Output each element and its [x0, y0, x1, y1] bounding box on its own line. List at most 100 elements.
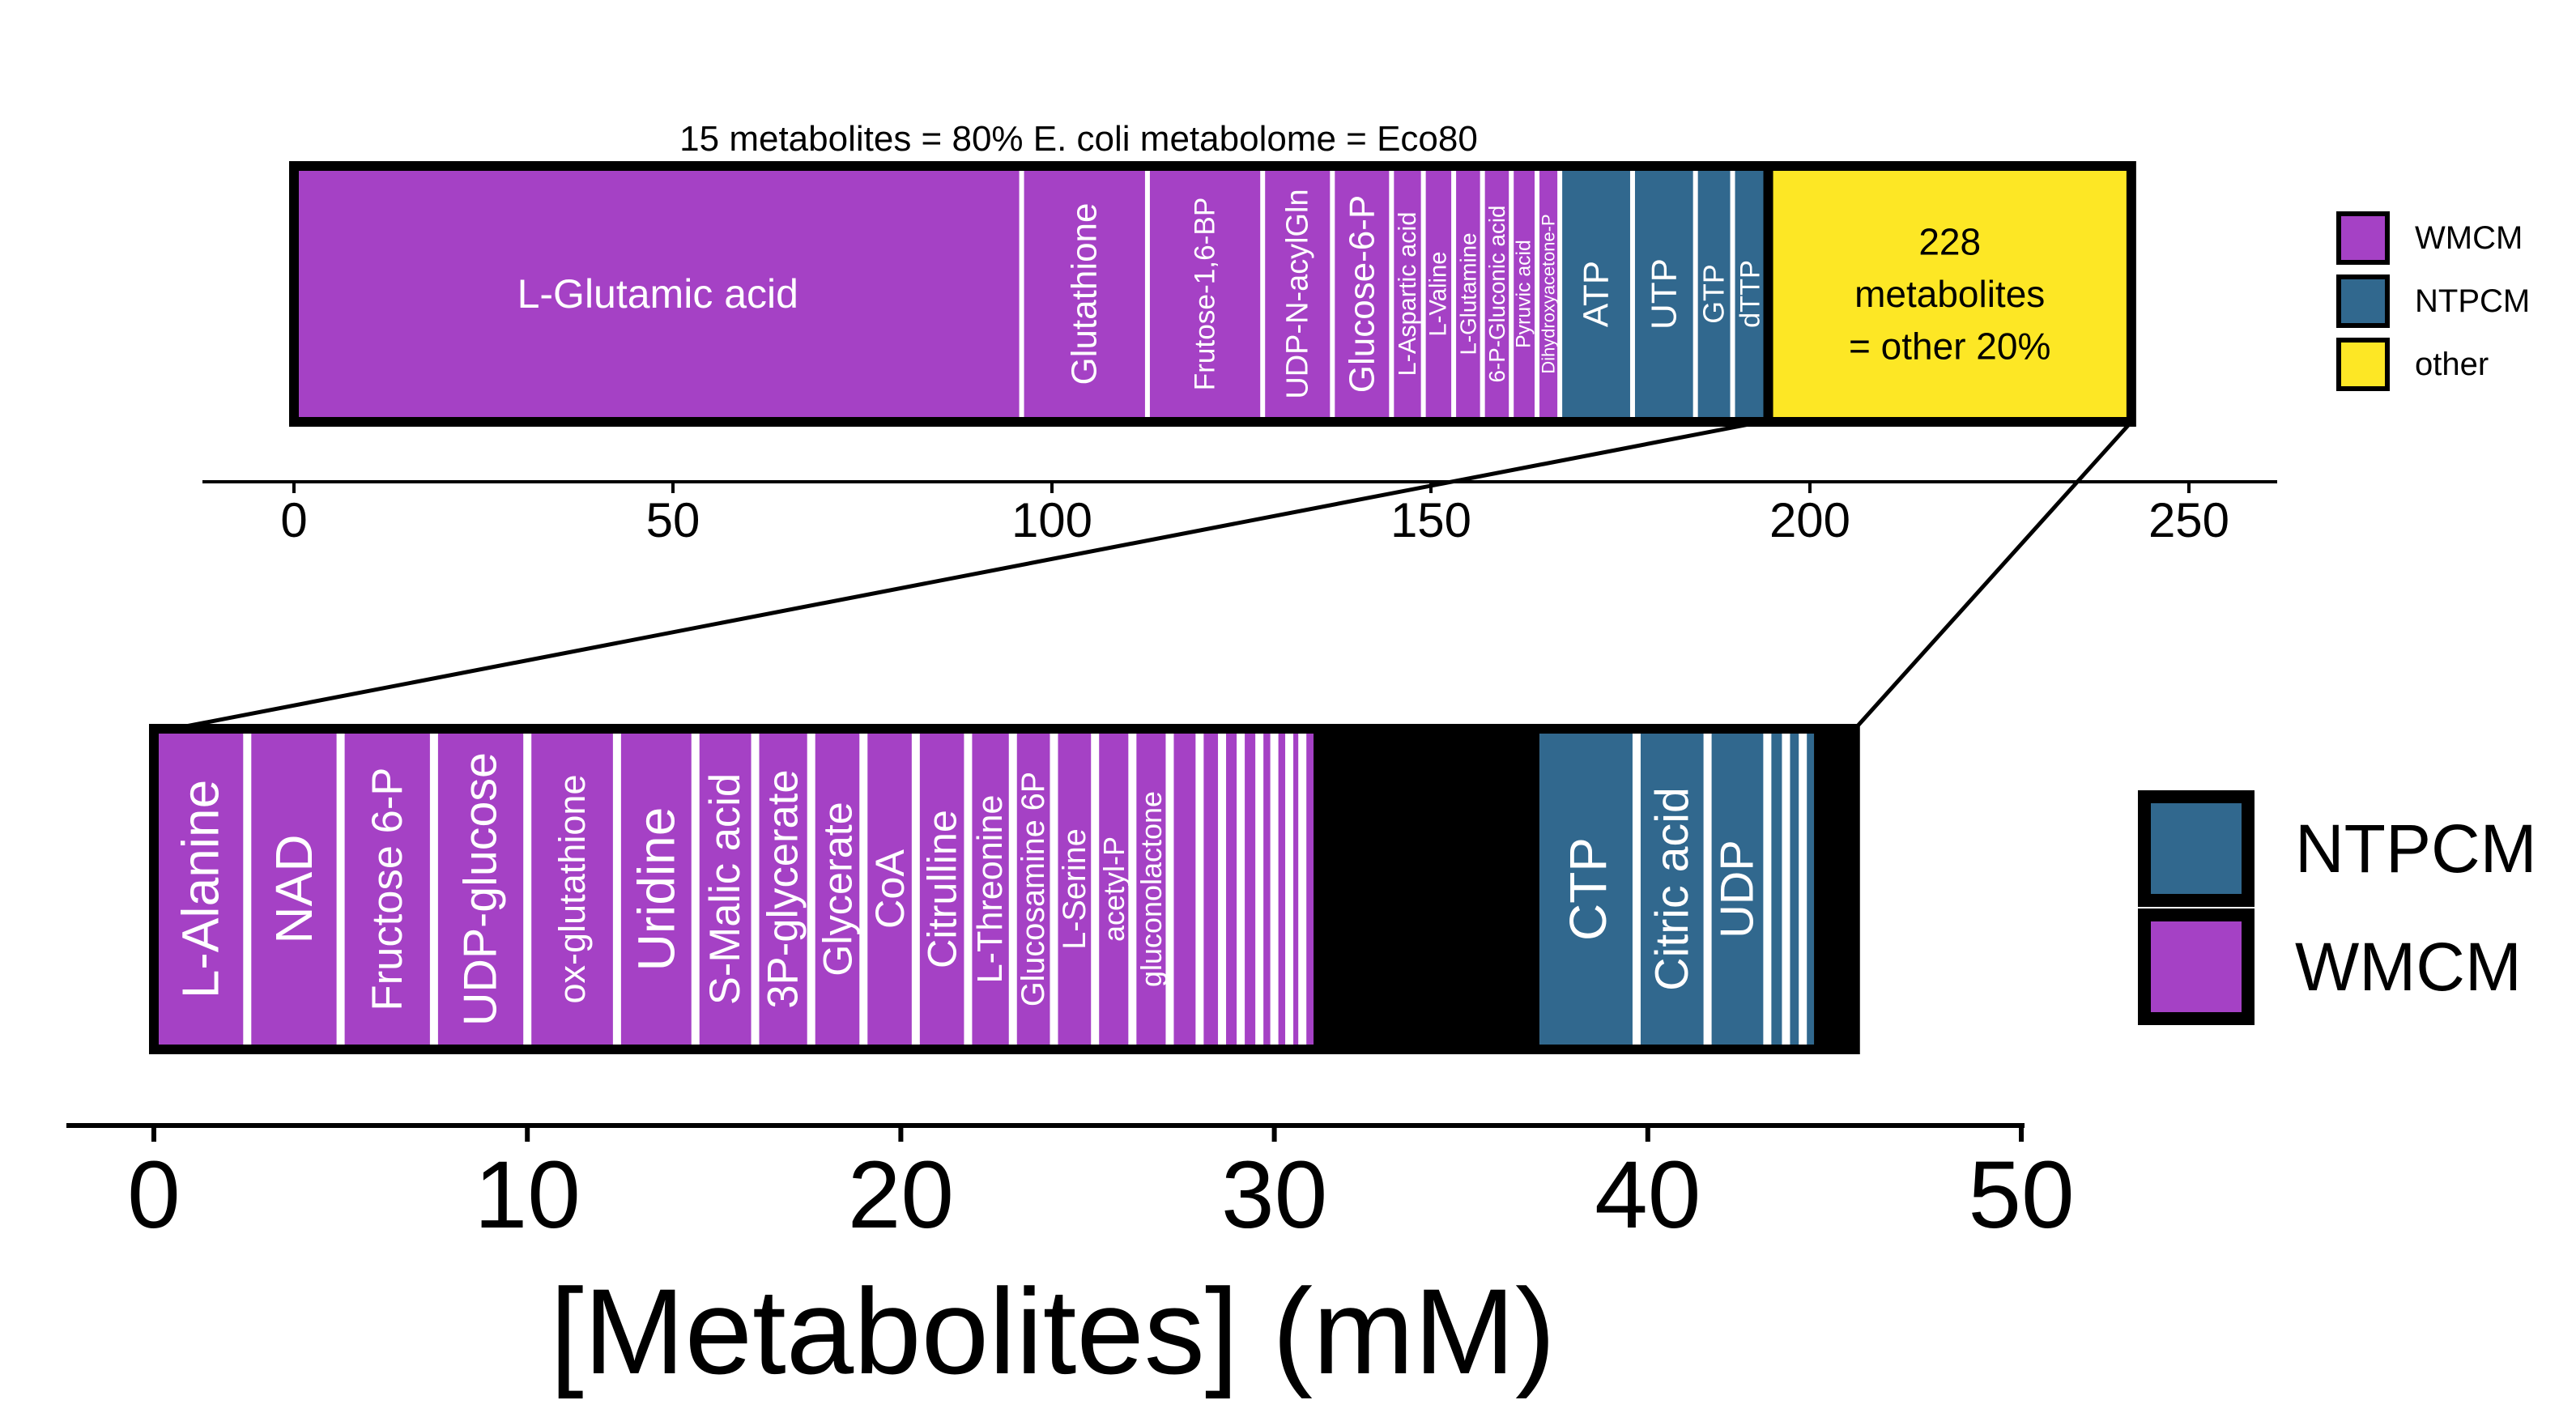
bottom-chart: L-Alanine NAD Fructose 6-P UDP-glucose ox-gl… — [66, 724, 2537, 1249]
x-tick-label: 150 — [1390, 493, 1471, 547]
bar-segment-glutathione — [1021, 166, 1147, 422]
bar-segment-l-glutamic-acid — [294, 166, 1022, 422]
bar-segment-6-p-gluconic-acid — [1482, 166, 1512, 422]
bar-segment-gluconolactone — [1132, 729, 1170, 1049]
bar-segment-coa — [863, 729, 916, 1049]
bar-segment-gtp — [1695, 166, 1733, 422]
segment-label-citric-acid: Citric acid — [1646, 787, 1698, 991]
segment-label-l-aspartic-acid: L-Aspartic acid — [1394, 212, 1421, 377]
segment-label-6-p-gluconic-acid: 6-P-Gluconic acid — [1484, 206, 1509, 383]
bar-segment-1-31 — [1814, 729, 1855, 1049]
segment-label-acetyl-p: acetyl-P — [1097, 836, 1130, 942]
x-tick-label: 20 — [848, 1142, 954, 1249]
bar-segment-l-serine — [1054, 729, 1096, 1049]
bar-segment-dihydroxyacetone-p — [1537, 166, 1561, 422]
x-tick-label: 0 — [280, 493, 307, 547]
bar-segment-glycerate — [811, 729, 864, 1049]
segment-label-s-malic-acid: S-Malic acid — [701, 773, 749, 1005]
bar-segment-s-malic-acid — [695, 729, 756, 1049]
top-chart: L-Glutamic acid Glutathione Frutose-1,6-BP… — [202, 161, 2530, 547]
x-tick-label: 30 — [1221, 1142, 1327, 1249]
legend-label-wmcm: WMCM — [2295, 929, 2522, 1005]
bar-segment-228-metabolites-other-20 — [1768, 166, 2131, 422]
legend-swatch-ntpcm — [2138, 790, 2255, 907]
segment-label-pyruvic-acid: Pyruvic acid — [1514, 240, 1535, 348]
segment-label-l-glutamine: L-Glutamine — [1455, 232, 1480, 355]
bar-segment-l-aspartic-acid — [1391, 166, 1424, 422]
bar-segment-ctp — [1539, 729, 1637, 1049]
segment-label-ctp: CTP — [1559, 837, 1617, 941]
bar-segment-atp — [1560, 166, 1633, 422]
x-tick-label: 100 — [1011, 493, 1092, 547]
segment-label-nad: NAD — [265, 834, 323, 943]
x-tick-label: 50 — [1968, 1142, 2074, 1249]
bar-segment-glucosamine-6p — [1012, 729, 1054, 1049]
bar-segment-utp — [1632, 166, 1696, 422]
segment-label-dttp: dTTP — [1735, 260, 1766, 328]
segment-label-gluconolactone: gluconolactone — [1135, 791, 1168, 987]
bar-segment-l-valine — [1423, 166, 1454, 422]
segment-label-atp: ATP — [1577, 261, 1616, 327]
bar-segment-1-29 — [1786, 729, 1803, 1049]
zoom-connector-lines — [172, 419, 2133, 731]
bar-segment-l-glutamine — [1454, 166, 1483, 422]
x-tick-label: 200 — [1769, 493, 1850, 547]
segment-label-frutose-1-6-bp: Frutose-1,6-BP — [1190, 198, 1221, 391]
bar-segment-dttp — [1732, 166, 1769, 422]
segment-label-gtp: GTP — [1698, 264, 1731, 324]
bar-segment-nad — [247, 729, 341, 1049]
bar-segment-udp — [1707, 729, 1768, 1049]
bar-segment-ox-glutathione — [527, 729, 617, 1049]
x-tick-label: 0 — [127, 1142, 181, 1249]
legend-swatch-ntpcm — [2336, 274, 2390, 328]
segment-label-ox-glutathione: ox-glutathione — [551, 774, 593, 1003]
x-axis-label: [Metabolites] (mM) — [550, 1263, 1556, 1399]
segment-label-l-serine: L-Serine — [1057, 828, 1092, 950]
legend-label-other: other — [2415, 347, 2489, 382]
legend-swatch-wmcm — [2336, 211, 2390, 265]
bar-segment-pyruvic-acid — [1511, 166, 1538, 422]
segment-label-l-valine: L-Valine — [1425, 252, 1451, 337]
bar-segment-l-alanine — [154, 729, 248, 1049]
segment-label-udp: UDP — [1711, 840, 1763, 938]
bar-segment-fructose-6-p — [340, 729, 434, 1049]
x-tick-label: 40 — [1595, 1142, 1701, 1249]
segment-label-dihydroxyacetone-p: Dihydroxyacetone-P — [1539, 214, 1559, 373]
segment-label-glycerate: Glycerate — [814, 802, 860, 977]
legend-swatch-other — [2336, 338, 2390, 391]
legend-label-wmcm: WMCM — [2415, 220, 2523, 256]
bar-segment-1-16 — [1169, 729, 1200, 1049]
segment-label-3p-glycerate: 3P-glycerate — [760, 769, 807, 1008]
bar-frame — [149, 724, 1860, 1054]
legend-swatch-wmcm — [2138, 908, 2255, 1025]
bar-segment-acetyl-p — [1095, 729, 1133, 1049]
bar-segment-1-28 — [1767, 729, 1786, 1049]
segment-label-udp-n-acylgln: UDP-N-acylGln — [1280, 189, 1314, 398]
bar-segment-1-18 — [1222, 729, 1241, 1049]
segment-label-l-glutamic-acid: L-Glutamic acid — [517, 271, 798, 317]
legend-label-ntpcm: NTPCM — [2415, 283, 2530, 319]
zoom-line-left — [172, 419, 1762, 731]
segment-label-utp: UTP — [1644, 258, 1684, 330]
segment-label-coa: CoA — [866, 849, 913, 929]
x-tick-label: 50 — [646, 493, 700, 547]
legend-label-ntpcm: NTPCM — [2295, 811, 2537, 887]
segment-label-l-alanine: L-Alanine — [172, 780, 230, 998]
bar-segment-udp-n-acylgln — [1262, 166, 1333, 422]
segment-label-glucose-6-p: Glucose-6-P — [1342, 195, 1382, 394]
bar-segment-uridine — [616, 729, 696, 1049]
segment-label-l-threonine: L-Threonine — [971, 795, 1010, 984]
bar-segment-1-24 — [1314, 729, 1540, 1049]
bar-frame — [289, 161, 1773, 427]
zoom-line-right — [1853, 420, 2133, 730]
bar-segment-1-19 — [1241, 729, 1260, 1049]
segment-label-fructose-6-p: Fructose 6-P — [364, 768, 411, 1011]
bar-segment-3p-glycerate — [755, 729, 811, 1049]
bar-segment-frutose-1-6-bp — [1147, 166, 1263, 422]
segment-label-udp-glucose: UDP-glucose — [455, 752, 507, 1026]
segment-label-citrulline: Citrulline — [919, 810, 965, 968]
bar-segment-udp-glucose — [433, 729, 528, 1049]
bar-segment-citrulline — [915, 729, 969, 1049]
bar-segment-citric-acid — [1636, 729, 1708, 1049]
